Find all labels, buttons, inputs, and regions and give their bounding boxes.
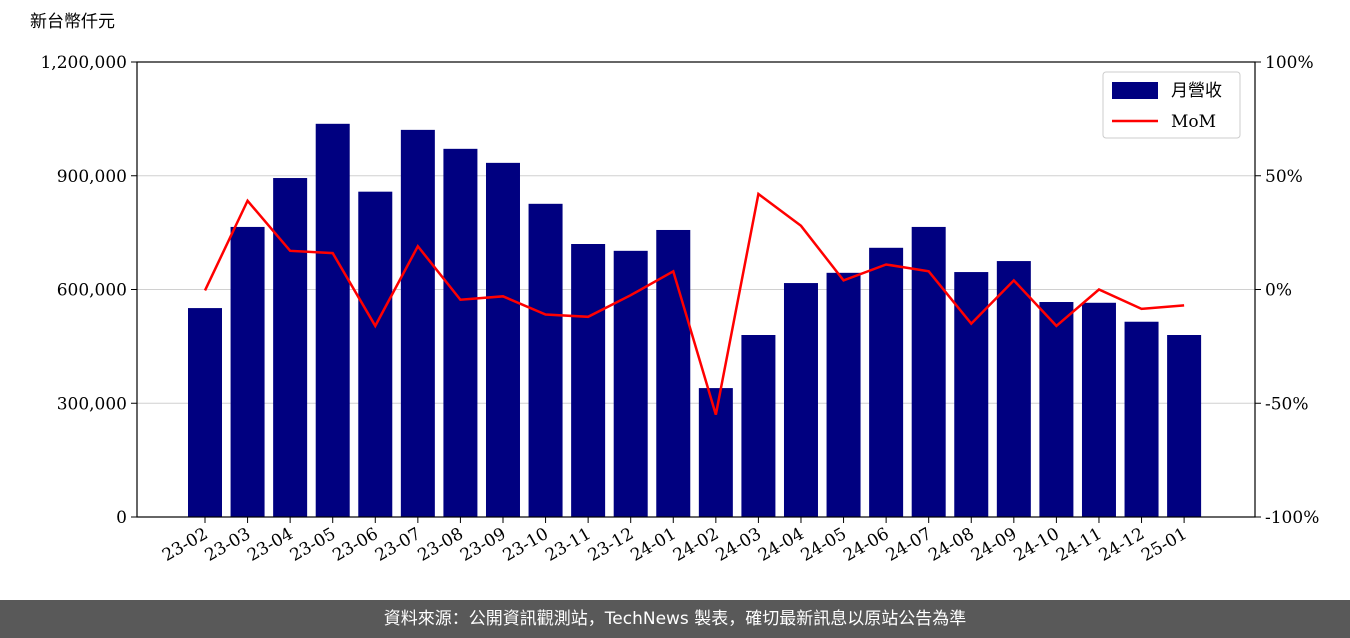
- bar: [528, 203, 563, 517]
- y-tick-label: 1,200,000: [40, 53, 127, 73]
- y-axis-label: 新台幣仟元: [30, 12, 115, 32]
- y2-tick-label: -50%: [1265, 394, 1309, 414]
- x-tick-label: 24-06: [840, 524, 892, 566]
- x-tick-label: 24-03: [712, 524, 764, 566]
- x-tick-label: 24-04: [755, 524, 807, 566]
- x-tick-label: 23-02: [159, 524, 211, 566]
- bar: [783, 283, 818, 517]
- bar: [443, 148, 478, 517]
- x-tick-label: 23-10: [500, 524, 552, 566]
- x-tick-label: 24-09: [968, 524, 1020, 566]
- bar: [1039, 302, 1074, 517]
- x-tick-label: 24-08: [925, 524, 977, 566]
- x-tick-label: 23-03: [202, 524, 254, 566]
- bar: [400, 129, 435, 517]
- y-tick-label: 300,000: [57, 394, 127, 414]
- x-tick-label: 24-12: [1096, 524, 1148, 566]
- y2-tick-label: 0%: [1265, 281, 1292, 301]
- bar: [996, 261, 1031, 517]
- x-tick-label: 24-05: [798, 524, 850, 566]
- x-tick-label: 24-10: [1010, 524, 1062, 566]
- y2-tick-label: -100%: [1265, 508, 1319, 528]
- bar: [698, 388, 733, 517]
- bar: [1081, 302, 1116, 517]
- bar: [188, 308, 222, 517]
- y-tick-label: 900,000: [57, 167, 127, 187]
- bar: [315, 123, 350, 517]
- x-tick-label: 23-09: [457, 524, 509, 566]
- bar: [1124, 321, 1159, 517]
- bar: [613, 250, 648, 517]
- bar: [869, 247, 904, 517]
- bar: [741, 335, 776, 517]
- bar: [485, 162, 520, 517]
- bar: [826, 272, 861, 517]
- bar: [230, 226, 265, 517]
- x-tick-label: 23-08: [414, 524, 466, 566]
- bar: [571, 244, 606, 517]
- bar: [273, 178, 308, 517]
- x-tick-label: 23-06: [329, 524, 381, 566]
- x-tick-label: 24-11: [1053, 524, 1105, 566]
- x-tick-label: 23-05: [287, 524, 339, 566]
- y2-tick-label: 100%: [1265, 53, 1314, 73]
- x-tick-label: 25-01: [1138, 524, 1190, 566]
- source-note: 資料來源：公開資訊觀測站，TechNews 製表，確切最新訊息以原站公告為準: [0, 600, 1350, 638]
- bar: [1167, 335, 1202, 517]
- x-tick-label: 24-02: [670, 524, 722, 566]
- y-tick-label: 0: [116, 508, 127, 528]
- y2-tick-label: 50%: [1265, 167, 1303, 187]
- y-tick-label: 600,000: [57, 281, 127, 301]
- x-tick-label: 24-01: [627, 524, 679, 566]
- plot-frame: [136, 61, 1256, 518]
- legend-label: 月營收: [1171, 81, 1222, 101]
- legend-label: MoM: [1171, 112, 1216, 132]
- x-tick-label: 23-12: [585, 524, 637, 566]
- legend-swatch: [1112, 82, 1158, 99]
- x-tick-label: 23-07: [372, 524, 424, 566]
- bar: [911, 226, 946, 517]
- x-tick-label: 24-07: [883, 524, 935, 566]
- bar: [358, 191, 393, 518]
- line: [203, 191, 1185, 415]
- x-tick-label: 23-04: [244, 524, 296, 566]
- x-tick-label: 23-11: [542, 524, 594, 566]
- chart: 新台幣仟元 0 300,000 600,000 900,000 1,200,000 -10…: [30, 12, 1319, 566]
